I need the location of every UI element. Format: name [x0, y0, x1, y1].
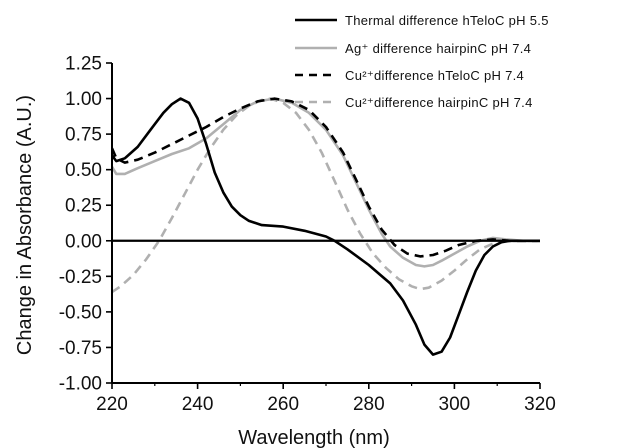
y-tick-label: 0.75	[65, 125, 102, 146]
y-tick-label: 0.00	[65, 231, 102, 252]
y-tick-label: -1.00	[59, 374, 102, 395]
x-tick-label: 260	[267, 394, 299, 415]
legend-label-3: Cu²⁺difference hTeloC pH 7.4	[345, 68, 524, 83]
series-layer	[112, 97, 540, 356]
y-tick-label: -0.25	[59, 267, 102, 288]
legend-label-2: Ag⁺ difference hairpinC pH 7.4	[345, 41, 531, 56]
series-line-3	[112, 97, 540, 258]
y-tick-label: -0.75	[59, 338, 102, 359]
tick-labels: 220 240 260 280 300 320 -1.00 -0.75 -0.50 -0.25 0.…	[59, 54, 556, 416]
x-tick-label: 300	[439, 394, 471, 415]
x-tick-label: 240	[182, 394, 214, 415]
x-tick-label: 280	[353, 394, 385, 415]
y-tick-label: 1.00	[65, 89, 102, 110]
axes	[111, 63, 540, 384]
x-axis-title: Wavelength (nm)	[238, 427, 390, 448]
y-axis-title: Change in Absorbance (A.U.)	[14, 95, 36, 355]
legend-label-4: Cu²⁺difference hairpinC pH 7.4	[345, 95, 533, 110]
y-tick-label: 0.25	[65, 196, 102, 217]
series-line-1	[112, 97, 540, 356]
legend-label-1: Thermal difference hTeloC pH 5.5	[345, 13, 549, 28]
y-tick-label: -0.50	[59, 302, 102, 323]
legend: Thermal difference hTeloC pH 5.5 Ag⁺ diff…	[295, 13, 549, 110]
y-tick-label: 0.50	[65, 160, 102, 181]
tick-marks	[106, 62, 541, 389]
y-tick-label: 1.25	[65, 54, 102, 75]
x-tick-label: 220	[96, 394, 128, 415]
series-line-4	[112, 97, 540, 294]
x-tick-label: 320	[524, 394, 556, 415]
